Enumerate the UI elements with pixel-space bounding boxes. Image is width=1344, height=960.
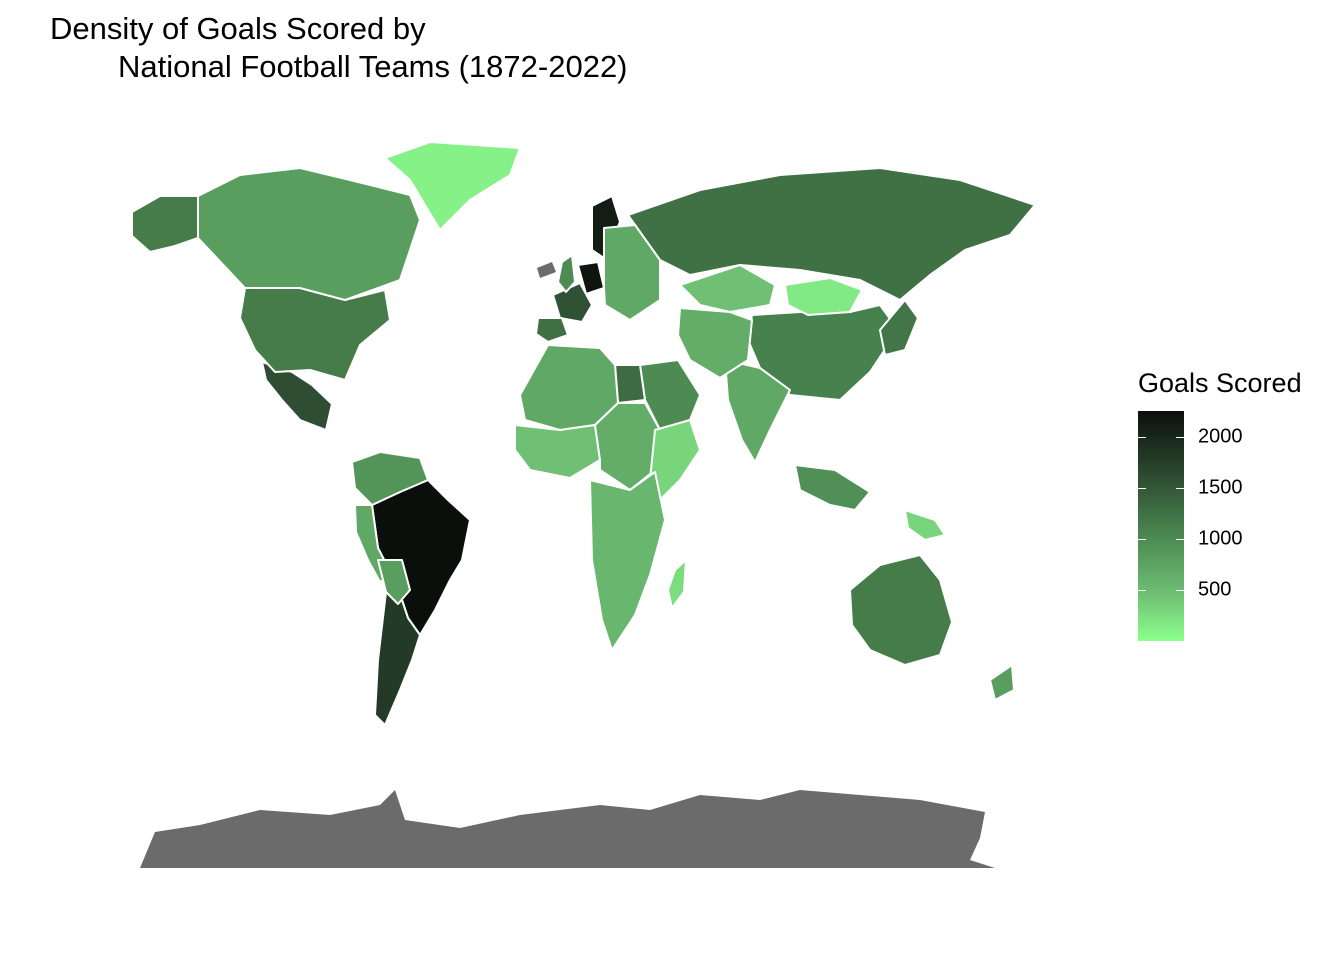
country-papua [904,509,946,541]
legend-tick-label: 2000 [1198,425,1243,448]
country-layer [131,141,1036,726]
region-antarctica-no-data [140,790,995,868]
country-eastern-europe [603,224,661,321]
legend-tick-label: 500 [1198,578,1232,601]
legend-color-bar [1138,411,1184,641]
country-bolivia [377,559,411,605]
country-madagascar [667,559,687,609]
legend-tick-label: 1500 [1198,476,1243,499]
country-central-asia [677,307,753,379]
legend: Goals Scored 2000 1500 1000 500 [1138,368,1328,658]
country-colombia-venezuela [351,451,429,506]
country-kazakhstan [679,264,776,313]
no-data-layer [140,262,995,868]
country-greenland [384,141,521,231]
country-southern-africa [589,471,666,651]
country-mongolia [784,277,863,316]
legend-title: Goals Scored [1138,368,1302,398]
country-argentina [374,591,421,726]
country-west-africa [514,424,601,479]
country-indonesia [794,464,871,511]
map-title: Density of Goals Scored by National Foot… [50,10,628,86]
country-new-zealand [989,664,1015,701]
country-japan [879,299,919,356]
map-title-line-1: Density of Goals Scored by [50,11,426,46]
legend-tick-label: 1000 [1198,527,1243,550]
country-canada [197,167,421,301]
map-title-line-2: National Football Teams (1872-2022) [118,49,628,84]
country-australia [849,554,953,666]
region-iceland-no-data [537,262,556,278]
country-egypt [614,364,646,404]
country-spain [535,317,569,343]
country-russia [627,167,1036,301]
country-france [552,282,593,323]
country-india [724,359,791,463]
country-alaska [131,195,199,253]
country-mexico [261,361,333,431]
country-uk [557,254,576,293]
